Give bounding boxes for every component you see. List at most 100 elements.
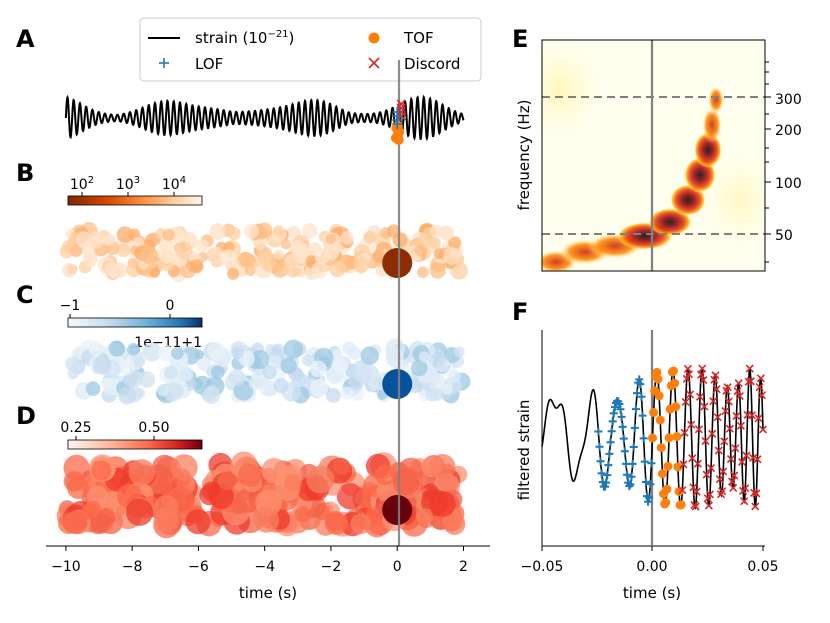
scatter-point bbox=[280, 357, 297, 374]
discord-marker bbox=[709, 397, 718, 406]
scatter-point bbox=[63, 454, 90, 481]
lof-marker bbox=[647, 459, 656, 468]
f-xtick: 0.05 bbox=[747, 559, 778, 575]
scatter-point bbox=[237, 463, 262, 487]
scatter-point bbox=[386, 224, 401, 239]
scatter-point bbox=[238, 251, 254, 267]
tof-marker bbox=[654, 391, 664, 401]
colorbar-c-tick: −1 bbox=[60, 298, 81, 314]
discord-marker bbox=[756, 374, 765, 383]
discord-marker bbox=[741, 484, 750, 493]
scatter-point bbox=[209, 223, 227, 240]
scatter-point bbox=[340, 386, 354, 400]
tof-marker bbox=[653, 374, 663, 384]
scatter-point bbox=[273, 249, 284, 260]
scatter-point bbox=[217, 471, 237, 491]
lof-marker bbox=[392, 119, 403, 129]
discord-marker bbox=[732, 412, 741, 421]
lof-marker bbox=[646, 480, 655, 489]
scatter-point bbox=[284, 253, 300, 269]
e-ytick: 100 bbox=[775, 176, 802, 192]
scatter-point bbox=[133, 236, 145, 248]
scatter-point bbox=[227, 267, 240, 280]
discord-marker bbox=[733, 387, 742, 396]
scatter-point bbox=[70, 245, 83, 258]
scatter-point bbox=[227, 226, 241, 241]
scatter-point bbox=[290, 243, 304, 257]
scatter-point bbox=[206, 246, 223, 263]
scatter-point bbox=[62, 262, 77, 278]
scatter-point bbox=[256, 222, 273, 239]
spectrogram-haze bbox=[542, 40, 610, 150]
scatter-point bbox=[417, 232, 433, 248]
e-ytick: 300 bbox=[775, 92, 802, 108]
scatter-point bbox=[118, 386, 137, 405]
scatter-point bbox=[179, 368, 191, 380]
scatter-point bbox=[354, 364, 374, 384]
x-tick-label: −2 bbox=[321, 559, 342, 575]
scatter-point bbox=[280, 238, 292, 250]
scatter-point bbox=[448, 370, 461, 383]
discord-marker bbox=[750, 488, 759, 497]
scatter-point bbox=[81, 503, 98, 520]
colorbar-c-tick: 0 bbox=[166, 298, 175, 314]
scatter-point bbox=[273, 378, 289, 394]
legend: strain (10−21) LOF TOF Discord bbox=[139, 17, 482, 82]
panel-letter-a: A bbox=[16, 25, 35, 53]
scatter-point bbox=[185, 509, 211, 535]
discord-marker bbox=[708, 429, 717, 438]
scatter-point bbox=[271, 345, 282, 356]
scatter-point bbox=[438, 225, 454, 241]
scatter-point bbox=[448, 236, 462, 250]
scatter-point bbox=[433, 248, 445, 260]
scatter-point bbox=[294, 505, 311, 523]
discord-marker bbox=[734, 379, 743, 388]
discord-marker bbox=[706, 464, 716, 473]
scatter-point bbox=[441, 383, 453, 395]
tof-marker bbox=[663, 461, 673, 471]
scatter-point bbox=[430, 388, 443, 402]
scatter-point bbox=[348, 385, 365, 402]
scatter-point bbox=[82, 252, 98, 268]
discord-marker bbox=[695, 392, 705, 401]
discord-marker bbox=[681, 397, 690, 406]
lof-marker bbox=[626, 480, 635, 489]
discord-marker bbox=[731, 444, 740, 453]
scatter-point bbox=[283, 339, 304, 359]
scatter-point bbox=[156, 383, 170, 397]
scatter-point bbox=[325, 233, 336, 245]
discord-marker bbox=[748, 453, 758, 462]
discord-marker bbox=[701, 437, 710, 446]
scatter-point bbox=[374, 464, 396, 486]
discord-marker bbox=[698, 364, 707, 373]
discord-marker bbox=[726, 454, 736, 464]
discord-marker bbox=[692, 487, 701, 496]
scatter-point bbox=[195, 239, 209, 253]
scatter-point bbox=[211, 365, 225, 380]
discord-marker bbox=[694, 425, 703, 434]
discord-marker bbox=[742, 451, 751, 460]
discord-marker bbox=[727, 477, 737, 486]
scatter-point bbox=[244, 265, 256, 276]
panel-letter-d: D bbox=[16, 402, 36, 430]
scatter-point bbox=[116, 226, 134, 243]
panel-letter-f: F bbox=[512, 298, 528, 326]
scatter-point bbox=[140, 246, 158, 264]
discord-marker bbox=[735, 392, 744, 401]
discord-marker bbox=[699, 376, 708, 385]
scatter-point bbox=[153, 495, 179, 520]
scatter-point bbox=[372, 249, 386, 263]
scatter-point bbox=[62, 515, 80, 533]
scatter-point bbox=[152, 454, 178, 480]
lof-marker bbox=[639, 434, 648, 443]
lof-marker bbox=[623, 470, 632, 479]
tof-marker bbox=[673, 462, 683, 472]
spectrogram-energy bbox=[648, 208, 692, 236]
scatter-point bbox=[353, 256, 370, 273]
lof-marker bbox=[631, 405, 640, 414]
scatter-point bbox=[268, 354, 282, 367]
discord-marker bbox=[682, 374, 691, 383]
lof-marker bbox=[618, 422, 627, 431]
discord-marker bbox=[758, 425, 768, 434]
x-axis-left: −10 −8 −6 −4 −2 0 2 time (s) bbox=[46, 545, 490, 602]
